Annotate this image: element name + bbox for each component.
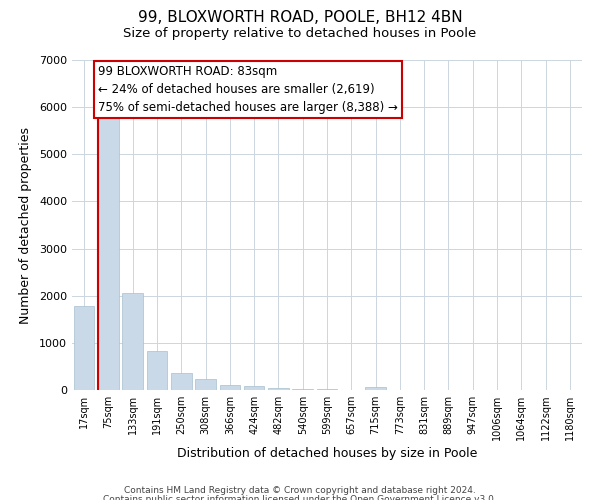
X-axis label: Distribution of detached houses by size in Poole: Distribution of detached houses by size … <box>177 448 477 460</box>
Bar <box>171 372 191 390</box>
Text: 99 BLOXWORTH ROAD: 83sqm
← 24% of detached houses are smaller (2,619)
75% of sem: 99 BLOXWORTH ROAD: 83sqm ← 24% of detach… <box>98 64 398 114</box>
Bar <box>98 118 119 390</box>
Y-axis label: Number of detached properties: Number of detached properties <box>19 126 32 324</box>
Bar <box>244 386 265 390</box>
Text: Contains public sector information licensed under the Open Government Licence v3: Contains public sector information licen… <box>103 495 497 500</box>
Bar <box>146 352 167 390</box>
Bar <box>317 389 337 390</box>
Text: Contains HM Land Registry data © Crown copyright and database right 2024.: Contains HM Land Registry data © Crown c… <box>124 486 476 495</box>
Text: 99, BLOXWORTH ROAD, POOLE, BH12 4BN: 99, BLOXWORTH ROAD, POOLE, BH12 4BN <box>137 10 463 25</box>
Bar <box>195 378 216 390</box>
Bar <box>122 294 143 390</box>
Bar <box>220 384 240 390</box>
Bar <box>365 388 386 390</box>
Bar <box>292 388 313 390</box>
Bar <box>74 306 94 390</box>
Text: Size of property relative to detached houses in Poole: Size of property relative to detached ho… <box>124 28 476 40</box>
Bar <box>268 388 289 390</box>
